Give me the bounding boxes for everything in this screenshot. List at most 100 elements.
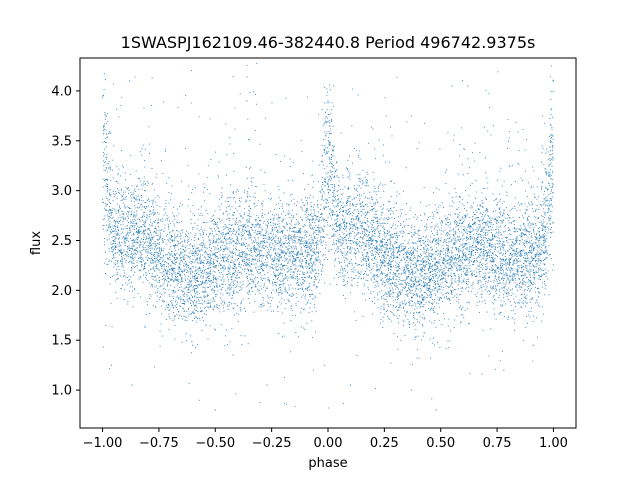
scatter-point bbox=[444, 215, 446, 217]
scatter-point bbox=[520, 306, 522, 308]
scatter-point bbox=[330, 176, 332, 178]
scatter-point bbox=[388, 287, 390, 289]
scatter-point bbox=[357, 227, 359, 229]
scatter-point bbox=[354, 223, 356, 225]
scatter-point bbox=[435, 225, 437, 227]
scatter-point bbox=[110, 225, 111, 227]
scatter-point bbox=[124, 237, 126, 239]
scatter-point bbox=[459, 255, 460, 256]
scatter-point bbox=[541, 223, 543, 225]
scatter-point bbox=[413, 273, 415, 274]
scatter-point bbox=[311, 256, 312, 258]
scatter-point bbox=[283, 252, 285, 254]
scatter-point bbox=[412, 272, 414, 274]
scatter-point bbox=[421, 301, 423, 303]
scatter-point bbox=[333, 213, 335, 215]
scatter-point bbox=[286, 223, 288, 225]
scatter-point bbox=[396, 246, 398, 248]
scatter-point bbox=[128, 192, 129, 194]
scatter-point bbox=[208, 256, 210, 258]
scatter-point bbox=[383, 255, 384, 257]
scatter-point bbox=[434, 320, 436, 322]
scatter-point bbox=[414, 248, 416, 250]
scatter-point bbox=[295, 259, 297, 261]
scatter-point bbox=[174, 247, 175, 249]
scatter-point bbox=[241, 235, 243, 237]
scatter-point bbox=[418, 235, 420, 237]
scatter-point bbox=[276, 252, 278, 254]
scatter-point bbox=[255, 225, 257, 227]
scatter-point bbox=[530, 225, 532, 227]
scatter-point bbox=[322, 194, 324, 196]
scatter-point bbox=[328, 250, 330, 252]
scatter-point bbox=[360, 271, 362, 273]
scatter-point bbox=[372, 235, 374, 237]
scatter-point bbox=[186, 320, 188, 322]
scatter-point bbox=[448, 258, 450, 260]
scatter-point bbox=[390, 285, 392, 287]
scatter-point bbox=[409, 266, 411, 268]
scatter-point bbox=[500, 213, 501, 215]
scatter-point bbox=[364, 185, 366, 186]
scatter-point bbox=[322, 229, 324, 230]
scatter-point bbox=[493, 260, 495, 262]
scatter-point bbox=[215, 234, 217, 236]
scatter-point bbox=[399, 306, 401, 308]
scatter-point bbox=[465, 215, 467, 217]
scatter-point bbox=[462, 239, 464, 241]
scatter-point bbox=[347, 188, 349, 189]
scatter-point bbox=[501, 237, 503, 239]
scatter-point bbox=[138, 229, 140, 230]
scatter-point bbox=[253, 236, 255, 238]
scatter-point bbox=[123, 239, 125, 241]
scatter-point bbox=[437, 291, 439, 293]
scatter-point bbox=[356, 203, 358, 205]
scatter-point bbox=[154, 245, 156, 247]
scatter-point bbox=[174, 264, 176, 265]
scatter-point bbox=[188, 199, 190, 201]
scatter-point bbox=[422, 278, 424, 280]
scatter-point bbox=[480, 231, 482, 232]
scatter-point bbox=[142, 260, 144, 262]
scatter-point bbox=[528, 285, 530, 287]
scatter-point bbox=[372, 230, 374, 231]
scatter-point bbox=[278, 241, 280, 243]
scatter-point bbox=[509, 282, 511, 284]
scatter-point bbox=[490, 260, 492, 262]
scatter-point bbox=[175, 301, 176, 303]
scatter-point bbox=[176, 296, 178, 298]
scatter-point bbox=[292, 314, 294, 316]
scatter-point bbox=[307, 240, 309, 242]
scatter-point bbox=[299, 239, 301, 240]
scatter-point bbox=[278, 280, 280, 282]
scatter-point bbox=[494, 218, 496, 219]
scatter-point bbox=[391, 257, 393, 259]
scatter-point bbox=[237, 239, 238, 241]
scatter-point bbox=[104, 180, 106, 182]
scatter-point bbox=[185, 261, 186, 263]
scatter-point bbox=[407, 264, 409, 266]
scatter-point bbox=[221, 289, 223, 291]
scatter-point bbox=[516, 270, 518, 271]
scatter-point bbox=[132, 242, 134, 244]
scatter-point bbox=[240, 243, 242, 245]
scatter-point bbox=[156, 252, 158, 254]
scatter-point bbox=[468, 231, 470, 233]
scatter-point bbox=[256, 186, 258, 188]
scatter-point bbox=[545, 187, 547, 188]
scatter-point bbox=[337, 214, 339, 216]
scatter-point bbox=[240, 256, 241, 258]
scatter-point bbox=[242, 241, 244, 243]
scatter-point bbox=[412, 283, 414, 285]
scatter-point bbox=[525, 257, 527, 259]
scatter-point bbox=[427, 239, 429, 240]
scatter-point bbox=[143, 221, 145, 223]
scatter-point bbox=[453, 242, 455, 244]
scatter-point bbox=[115, 242, 117, 244]
scatter-point bbox=[531, 259, 533, 261]
scatter-point bbox=[532, 246, 534, 248]
scatter-point bbox=[139, 231, 141, 233]
scatter-point bbox=[374, 231, 375, 232]
scatter-point bbox=[231, 225, 233, 226]
scatter-point bbox=[297, 250, 299, 252]
